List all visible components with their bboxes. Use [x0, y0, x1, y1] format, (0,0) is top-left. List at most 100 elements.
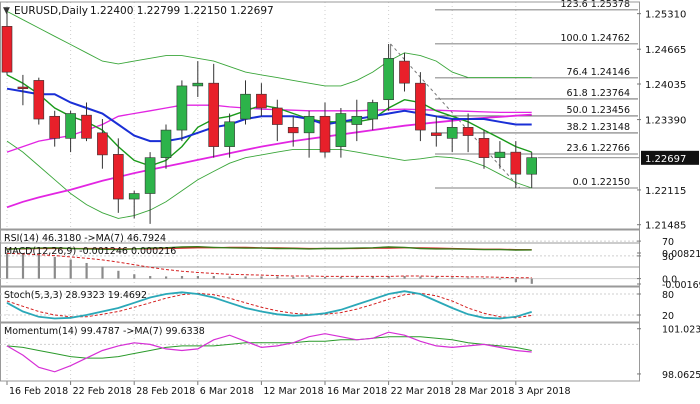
macd-hist-bar: [530, 278, 533, 284]
fib-level-label: 100.0 1.24762: [560, 33, 630, 44]
bear-candle: [113, 154, 124, 200]
bollinger-lower-line: [6, 140, 532, 219]
macd-hist-bar: [244, 276, 247, 279]
macd-tick-zero: 0.0: [662, 275, 677, 286]
x-tick-label: 22 Feb 2018: [73, 386, 132, 397]
macd-hist-bar: [260, 276, 263, 279]
current-price-label: 1.22697: [645, 154, 686, 165]
fib-level-label: 23.6 1.22766: [567, 143, 630, 154]
bull-candle: [494, 151, 506, 158]
macd-hist-bar: [483, 278, 486, 279]
bear-candle: [81, 114, 92, 139]
macd-hist-bar: [180, 276, 184, 279]
bull-candle: [65, 113, 76, 139]
momentum-tick-bottom: 98.0625: [662, 370, 700, 381]
bull-candle: [303, 115, 315, 134]
bear-candle: [1, 26, 13, 73]
y-tick-label: 1.24665: [645, 45, 686, 56]
bear-candle: [17, 86, 29, 89]
mid-ma-line: [6, 104, 532, 153]
rsi-title: RSI(14) 46.3180 ->MA(7) 46.7924: [4, 233, 166, 244]
macd-hist-bar: [21, 253, 25, 279]
macd-signal-line: [6, 252, 532, 279]
bull-candle: [192, 82, 204, 87]
bear-candle: [319, 115, 331, 153]
x-tick-label: 16 Feb 2018: [9, 386, 68, 397]
macd-hist-bar: [196, 276, 199, 279]
bear-candle: [430, 132, 442, 136]
macd-hist-bar: [165, 276, 168, 279]
macd-hist-bar: [228, 276, 231, 279]
blue-ma-line: [6, 87, 532, 143]
momentum-line: [6, 331, 532, 373]
macd-hist-bar: [514, 278, 517, 283]
fib-level-label: 61.8 1.23764: [567, 88, 630, 99]
bull-candle: [367, 102, 379, 120]
rsi-tick-70: 70: [662, 237, 674, 248]
macd-hist-bar: [37, 254, 40, 279]
macd-tick-top: 0.008211: [662, 249, 700, 260]
header-layer: ▼ EURUSD,Daily 1.22400 1.22799 1.22150 1…: [3, 5, 274, 17]
macd-hist-bar: [292, 276, 295, 279]
macd-hist-bar: [101, 266, 104, 279]
bear-candle: [208, 82, 219, 147]
macd-hist-bar: [212, 276, 215, 279]
x-tick-label: 28 Mar 2018: [454, 386, 514, 397]
bear-candle: [399, 60, 410, 84]
x-tick-label: 22 Mar 2018: [391, 386, 451, 397]
macd-hist-bar: [6, 252, 9, 279]
macd-hist-bar: [133, 274, 136, 279]
stoch-main-line: [6, 290, 532, 320]
x-tick-label: 3 Apr 2018: [518, 386, 571, 397]
fib-level-label: 38.2 1.23148: [567, 122, 630, 133]
rsi-tick-30: 30: [662, 252, 674, 263]
momentum-ma-line: [6, 336, 532, 359]
y-tick-label: 1.21485: [645, 221, 686, 232]
macd-hist-bar: [324, 276, 327, 279]
bull-candle: [335, 113, 347, 147]
fast-ma-line: [6, 74, 532, 167]
bear-candle: [462, 127, 474, 136]
x-tick-label: 6 Mar 2018: [200, 386, 254, 397]
bull-candle: [160, 129, 172, 158]
collapse-arrow-icon[interactable]: ▼: [3, 6, 10, 16]
macd-hist-bar: [355, 276, 358, 279]
macd-hist-bar: [339, 276, 343, 279]
bull-candle: [240, 93, 251, 120]
macd-hist-bar: [276, 276, 279, 279]
stoch-tick-20: 20: [662, 311, 674, 322]
momentum-tick-top: 101.0237: [662, 325, 700, 336]
macd-hist-bar: [435, 276, 438, 279]
bear-candle: [271, 107, 283, 125]
bear-candle: [49, 115, 61, 139]
stoch-title: Stoch(5,3,3) 28.9323 19.4692: [4, 290, 147, 301]
macd-hist-bar: [451, 277, 454, 279]
slow-ma-line: [6, 113, 532, 209]
macd-hist-bar: [403, 276, 406, 279]
momentum-title: Momentum(14) 99.4787 ->MA(7) 99.6338: [4, 326, 205, 337]
y-tick-label: 1.24035: [645, 80, 686, 91]
stoch-panel-frame: [0, 286, 640, 323]
fib-level-label: 50.0 1.23456: [567, 105, 630, 116]
y-tick-label: 1.22115: [645, 186, 686, 197]
current-price-box: [641, 150, 699, 165]
rsi-line: [6, 245, 532, 251]
macd-hist-bar: [117, 270, 120, 279]
stoch-signal-line: [6, 292, 532, 319]
fib-level-label: 123.6 1.25378: [560, 0, 630, 10]
macd-hist-bar: [149, 276, 152, 279]
sub-panels-layer: RSI(14) 46.3180 ->MA(7) 46.7924 MACD(12,2…: [0, 229, 640, 382]
bull-candle: [144, 157, 156, 194]
x-tick-label: 28 Feb 2018: [136, 386, 195, 397]
bull-candle: [128, 193, 140, 200]
fib-trend-line: [390, 43, 521, 189]
macd-panel-frame: [0, 242, 640, 287]
macd-tick-bottom: -0.001696: [662, 280, 700, 291]
grid-layer: [6, 2, 517, 381]
y-tick-label: 1.23390: [645, 116, 686, 127]
ohlc-readout: 1.22400 1.22799 1.22150 1.22697: [90, 5, 274, 17]
bear-candle: [256, 93, 267, 109]
